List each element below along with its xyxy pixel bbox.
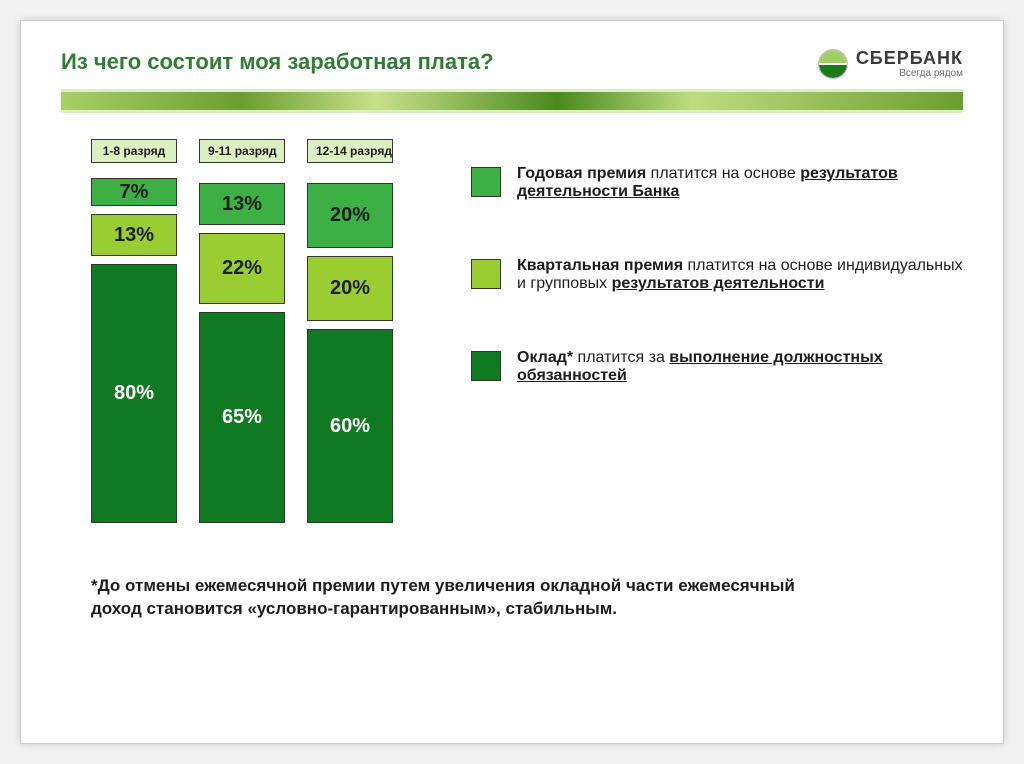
legend-swatch xyxy=(471,351,501,381)
bar-segment-salary: 65% xyxy=(199,312,285,523)
page-title: Из чего состоит моя заработная плата? xyxy=(61,49,494,75)
bar-segment-salary: 80% xyxy=(91,264,177,523)
content: 1-8 разряд 9-11 разряд 12-14 разряд 7% 13% 8… xyxy=(61,139,963,523)
legend: Годовая премия платится на основе резуль… xyxy=(471,139,963,523)
category-badge: 9-11 разряд xyxy=(199,139,285,163)
logo-icon xyxy=(818,49,848,79)
bar-segment-quarter: 20% xyxy=(307,256,393,321)
category-badges: 1-8 разряд 9-11 разряд 12-14 разряд xyxy=(91,139,421,163)
bar-segment-quarter: 22% xyxy=(199,233,285,304)
bar-segment-annual: 13% xyxy=(199,183,285,225)
bar-column: 13% 22% 65% xyxy=(199,183,285,523)
logo-arc-bottom xyxy=(819,65,847,78)
logo-brand: СБЕРБАНК xyxy=(856,49,963,67)
brand-logo: СБЕРБАНК Всегда рядом xyxy=(818,49,963,79)
bar-segment-salary: 60% xyxy=(307,329,393,523)
legend-item-quarter: Квартальная премия платится на основе ин… xyxy=(471,257,963,293)
bar-segment-annual: 7% xyxy=(91,178,177,206)
bar-column: 20% 20% 60% xyxy=(307,183,393,523)
category-badge: 1-8 разряд xyxy=(91,139,177,163)
legend-swatch xyxy=(471,259,501,289)
logo-text: СБЕРБАНК Всегда рядом xyxy=(856,49,963,79)
logo-tagline: Всегда рядом xyxy=(899,69,963,79)
bar-segment-quarter: 13% xyxy=(91,214,177,256)
legend-item-salary: Оклад* платится за выполнение должностны… xyxy=(471,349,963,385)
slide: Из чего состоит моя заработная плата? СБ… xyxy=(20,20,1004,744)
logo-arc-top xyxy=(819,50,847,63)
bar-column: 7% 13% 80% xyxy=(91,178,177,523)
legend-item-annual: Годовая премия платится на основе резуль… xyxy=(471,165,963,201)
header: Из чего состоит моя заработная плата? СБ… xyxy=(61,49,963,79)
banner-strip xyxy=(61,89,963,113)
category-badge: 12-14 разряд xyxy=(307,139,393,163)
legend-text: Квартальная премия платится на основе ин… xyxy=(517,257,963,293)
bar-segment-annual: 20% xyxy=(307,183,393,248)
legend-text: Оклад* платится за выполнение должностны… xyxy=(517,349,963,385)
legend-text: Годовая премия платится на основе резуль… xyxy=(517,165,963,201)
stacked-bars: 7%13%80%13%22%65%20%20%60% xyxy=(91,183,421,523)
chart-area: 1-8 разряд 9-11 разряд 12-14 разряд 7% 13% 8… xyxy=(91,139,421,523)
footnote: *До отмены ежемесячной премии путем увел… xyxy=(61,575,821,621)
legend-swatch xyxy=(471,167,501,197)
